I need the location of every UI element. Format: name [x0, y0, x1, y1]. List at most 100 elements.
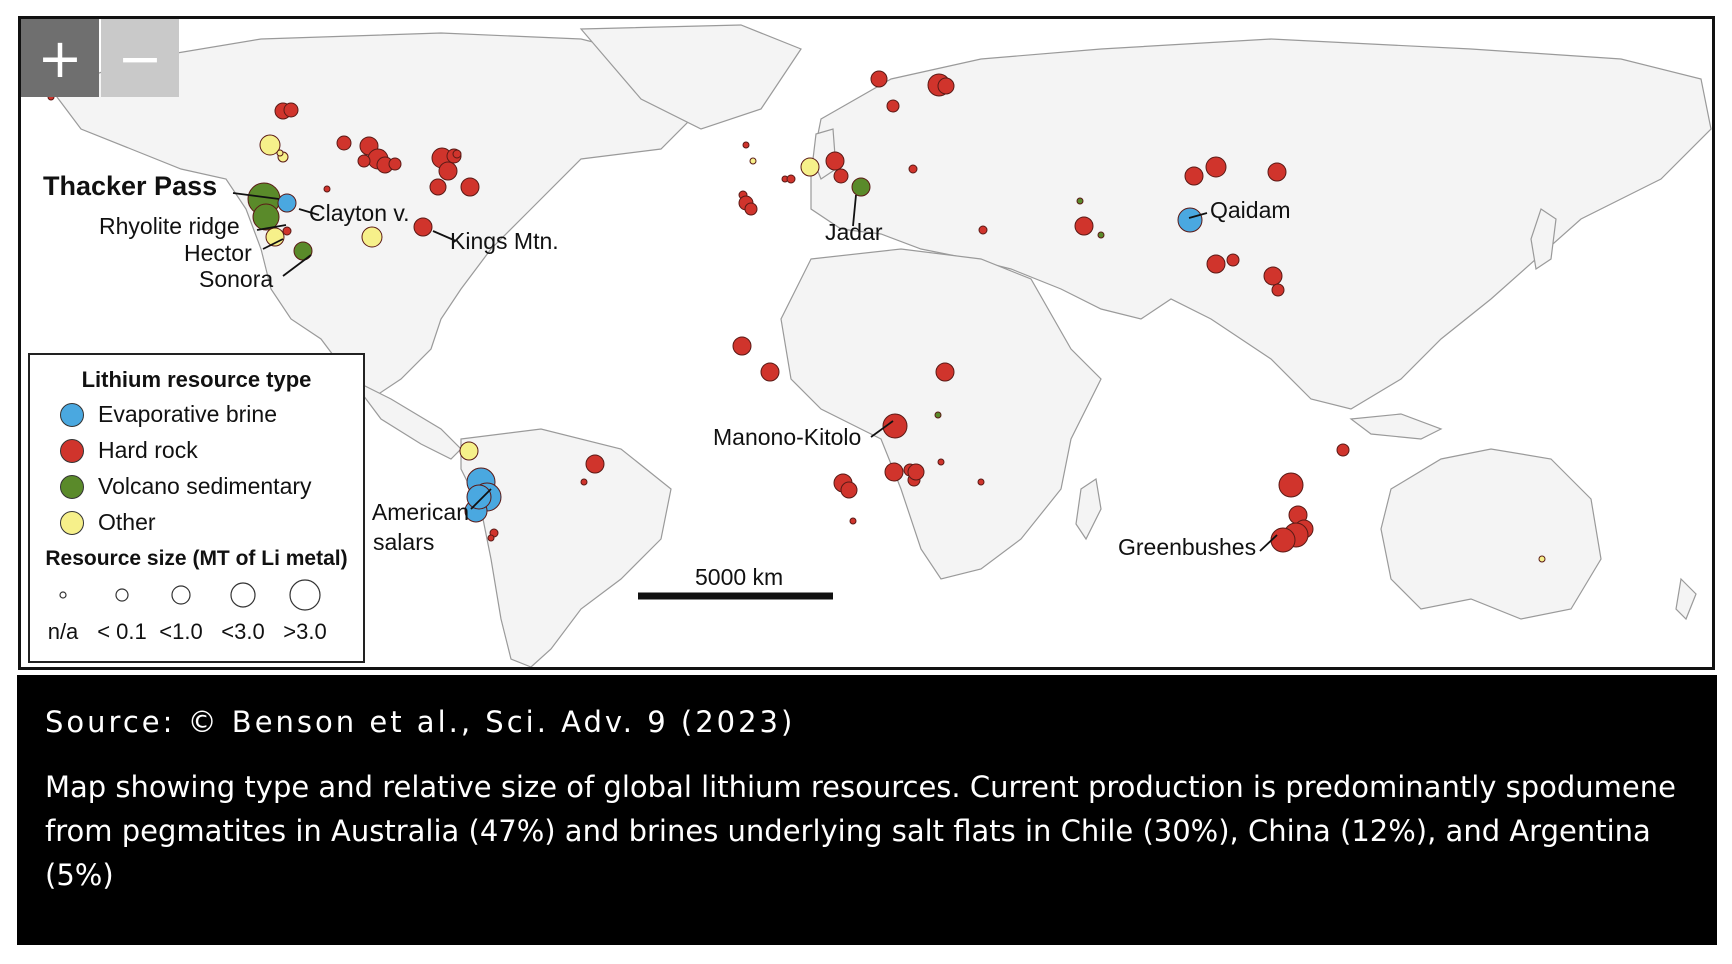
legend-item-hard-rock: Hard rock — [60, 437, 198, 464]
caption-panel: Source: © Benson et al., Sci. Adv. 9 (20… — [17, 675, 1717, 945]
label-rhyolite-ridge: Rhyolite ridge — [99, 213, 240, 239]
deposit-marker — [323, 185, 331, 193]
legend-item-volcano-sedimentary: Volcano sedimentary — [60, 473, 312, 500]
deposit-marker — [884, 462, 904, 482]
label-clayton-valley: Clayton v. — [309, 200, 410, 226]
deposit-marker — [1097, 231, 1105, 239]
deposit-marker — [452, 149, 462, 159]
size-label-lt-0-1: < 0.1 — [97, 619, 147, 644]
size-gt-3-circle — [289, 579, 321, 611]
deposit-marker — [388, 157, 402, 171]
deposit-marker — [1226, 253, 1240, 267]
south-america-landmass — [460, 428, 672, 667]
deposit-marker — [277, 193, 297, 213]
deposit-marker — [934, 411, 942, 419]
deposit-markers — [47, 70, 1546, 563]
deposit-marker — [1267, 162, 1287, 182]
label-thacker-pass: Thacker Pass — [43, 171, 218, 201]
size-scale-circles — [59, 579, 321, 611]
deposit-marker — [833, 168, 849, 184]
deposit-marker — [1184, 166, 1204, 186]
deposit-marker — [935, 362, 955, 382]
deposit-marker — [882, 413, 908, 439]
deposit-marker — [487, 534, 495, 542]
deposit-marker — [283, 102, 299, 118]
deposit-marker — [742, 141, 750, 149]
size-lt-0-1-circle — [115, 588, 129, 602]
deposit-marker — [336, 135, 352, 151]
deposit-marker — [429, 178, 447, 196]
evaporative-brine-swatch — [60, 402, 84, 427]
deposit-marker — [732, 336, 752, 356]
deposit-marker — [282, 226, 292, 236]
legend-label: Other — [98, 509, 156, 535]
deposit-marker — [1278, 472, 1304, 498]
deposit-marker — [800, 157, 820, 177]
deposit-marker — [580, 478, 588, 486]
deposit-marker — [849, 517, 857, 525]
label-greenbushes: Greenbushes — [1118, 534, 1257, 560]
other-swatch — [60, 510, 84, 535]
size-na-circle — [59, 591, 67, 599]
greenland-landmass — [579, 24, 802, 130]
central-america-landmass — [350, 378, 462, 460]
size-lt-3-circle — [230, 582, 256, 608]
deposit-marker — [978, 225, 988, 235]
size-label-na: n/a — [47, 619, 79, 644]
deposit-marker — [459, 441, 479, 461]
deposit-marker — [1206, 254, 1226, 274]
deposit-marker — [907, 463, 925, 481]
label-s-american-salars-2: salars — [373, 529, 435, 555]
deposit-marker — [851, 177, 871, 197]
deposit-marker — [276, 149, 284, 157]
new-zealand-landmass — [1675, 577, 1697, 621]
legend-label: Hard rock — [98, 437, 198, 463]
deposit-marker — [977, 478, 985, 486]
scale-bar-label: 5000 km — [695, 564, 784, 590]
leader-lines — [232, 192, 1278, 552]
deposit-marker — [870, 70, 888, 88]
deposit-marker — [840, 481, 858, 499]
size-label-gt-3: >3.0 — [283, 619, 327, 644]
deposit-marker — [252, 203, 280, 231]
caption-text: Map showing type and relative size of gl… — [45, 770, 1676, 892]
deposit-marker — [886, 99, 900, 113]
deposit-marker — [259, 134, 281, 156]
map-legend: Lithium resource type Evaporative brine … — [28, 353, 365, 663]
deposit-marker — [1177, 207, 1203, 233]
deposit-marker — [744, 202, 758, 216]
volcano-sedimentary-swatch — [60, 474, 84, 499]
deposit-marker — [1205, 156, 1227, 178]
deposit-marker — [361, 226, 383, 248]
map-panel[interactable]: + − Thacker Pass Clayton v. Rhyolite rid… — [18, 16, 1715, 670]
deposit-marker — [1538, 555, 1546, 563]
size-label-lt-1: <1.0 — [159, 619, 203, 644]
deposit-marker — [1074, 216, 1094, 236]
zoom-out-button[interactable]: − — [101, 19, 179, 97]
deposit-marker — [937, 458, 945, 466]
legend-label: Volcano sedimentary — [98, 473, 312, 499]
label-manono-kitolo: Manono-Kitolo — [713, 424, 862, 450]
deposit-marker — [760, 362, 780, 382]
caption-source: Source: © Benson et al., Sci. Adv. 9 (20… — [45, 705, 796, 739]
madagascar-landmass — [1075, 477, 1102, 541]
hard-rock-swatch — [60, 438, 84, 463]
size-label-lt-3: <3.0 — [221, 619, 265, 644]
deposit-marker — [1270, 527, 1296, 553]
deposit-marker — [438, 161, 458, 181]
deposit-marker — [1336, 443, 1350, 457]
deposit-marker — [1263, 266, 1283, 286]
deposit-marker — [786, 174, 796, 184]
label-s-american-salars-1: S. American — [345, 499, 469, 525]
legend-title: Lithium resource type — [81, 367, 312, 392]
deposit-marker — [937, 77, 955, 95]
label-hector: Hector — [184, 240, 252, 266]
size-lt-1-circle — [171, 585, 191, 605]
label-qaidam: Qaidam — [1210, 197, 1291, 223]
deposit-marker — [825, 151, 845, 171]
label-jadar: Jadar — [825, 219, 883, 245]
deposit-marker — [413, 217, 433, 237]
indonesia-landmass — [1349, 413, 1443, 440]
legend-size-title: Resource size (MT of Li metal) — [45, 547, 348, 570]
zoom-in-button[interactable]: + — [21, 19, 99, 97]
